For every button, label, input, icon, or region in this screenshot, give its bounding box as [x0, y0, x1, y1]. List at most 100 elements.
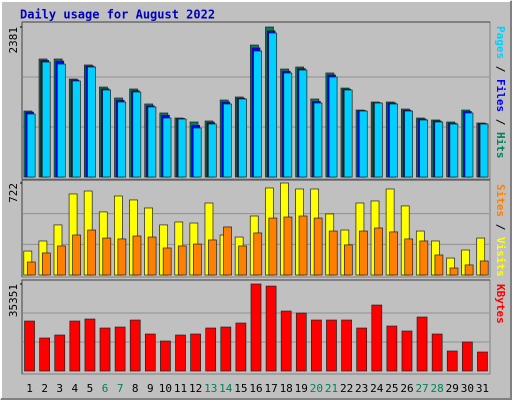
bar: [298, 215, 308, 276]
x-tick-label: 14: [219, 382, 233, 395]
bar: [374, 227, 383, 276]
bar: [268, 32, 278, 178]
x-tick-label: 26: [400, 382, 413, 395]
x-tick-label: 3: [56, 382, 63, 395]
bar: [313, 217, 323, 276]
bar: [479, 260, 489, 276]
bar: [268, 217, 278, 276]
x-tick-label: 23: [355, 382, 368, 395]
x-tick-label: 12: [189, 382, 202, 395]
legend-entry: Hits: [494, 132, 507, 159]
bar: [280, 310, 292, 372]
bar: [208, 239, 217, 276]
x-tick-label: 17: [264, 382, 277, 395]
bar: [419, 119, 429, 178]
y-tick-label: 722: [7, 183, 20, 203]
x-tick-label: 7: [117, 382, 124, 395]
bar: [177, 118, 187, 178]
bar: [72, 234, 81, 276]
legend: Pages / Files / Hits: [494, 26, 507, 159]
bar: [446, 350, 458, 372]
bar: [343, 244, 353, 276]
bar: [102, 89, 111, 178]
bar: [265, 285, 277, 372]
bar: [434, 121, 444, 178]
bar: [102, 237, 112, 276]
x-tick-label: 31: [476, 382, 489, 395]
bar: [419, 240, 429, 276]
x-tick-label: 16: [249, 382, 262, 395]
bar: [326, 319, 337, 372]
bar: [328, 230, 338, 276]
x-tick-label: 25: [385, 382, 398, 395]
bar: [374, 102, 383, 178]
bar: [250, 283, 262, 372]
legend-entry: Visits: [494, 237, 507, 277]
legend-entry: Pages: [494, 26, 507, 59]
bar: [69, 320, 81, 372]
legend-separator: /: [494, 59, 507, 79]
x-tick-label: 13: [204, 382, 217, 395]
chart-title: Daily usage for August 2022: [20, 8, 215, 22]
bar: [190, 333, 201, 372]
bar: [192, 127, 202, 178]
bar: [386, 325, 398, 372]
legend-entry: KBytes: [494, 284, 507, 324]
x-tick-label: 30: [461, 382, 474, 395]
bar: [311, 319, 322, 372]
bar: [462, 341, 473, 372]
bar: [389, 103, 398, 178]
bar: [26, 113, 36, 178]
bar: [42, 252, 51, 276]
legend-entry: Sites: [494, 184, 507, 217]
bar: [223, 103, 232, 178]
bar: [295, 312, 307, 372]
x-tick-label: 19: [295, 382, 308, 395]
bar: [404, 238, 414, 276]
x-tick-label: 4: [72, 382, 79, 395]
bar: [416, 316, 428, 372]
bar: [449, 123, 459, 178]
bar: [359, 230, 368, 276]
bar: [220, 326, 232, 372]
bar: [41, 61, 51, 178]
bar: [175, 334, 186, 372]
bar: [147, 106, 157, 178]
x-tick-label: 2: [41, 382, 48, 395]
x-tick-label: 29: [446, 382, 459, 395]
bar: [389, 231, 398, 276]
y-tick-label: 2381: [7, 27, 20, 54]
bar: [129, 319, 141, 372]
bar: [253, 50, 262, 178]
bar: [132, 235, 142, 276]
bar: [177, 245, 187, 276]
bar: [298, 69, 308, 178]
x-tick-label: 24: [370, 382, 384, 395]
bar: [404, 110, 413, 178]
bar: [401, 330, 413, 372]
x-tick-label: 15: [234, 382, 247, 395]
y-tick-label: 35351: [7, 284, 20, 317]
bar: [356, 327, 368, 372]
x-tick-label: 20: [310, 382, 323, 395]
bar: [26, 261, 36, 276]
x-tick-label: 11: [174, 382, 187, 395]
bar: [207, 123, 217, 178]
x-tick-label: 21: [325, 382, 338, 395]
bar: [132, 91, 142, 178]
bar: [193, 243, 202, 276]
bar: [313, 102, 323, 178]
x-tick-label: 6: [102, 382, 109, 395]
x-tick-label: 28: [431, 382, 444, 395]
legend: KBytes: [494, 284, 507, 324]
bar: [84, 318, 96, 372]
bar: [328, 76, 338, 178]
bar: [358, 110, 368, 178]
bar: [238, 245, 248, 276]
bar: [464, 264, 474, 276]
bar: [117, 238, 127, 276]
bar: [87, 66, 96, 178]
